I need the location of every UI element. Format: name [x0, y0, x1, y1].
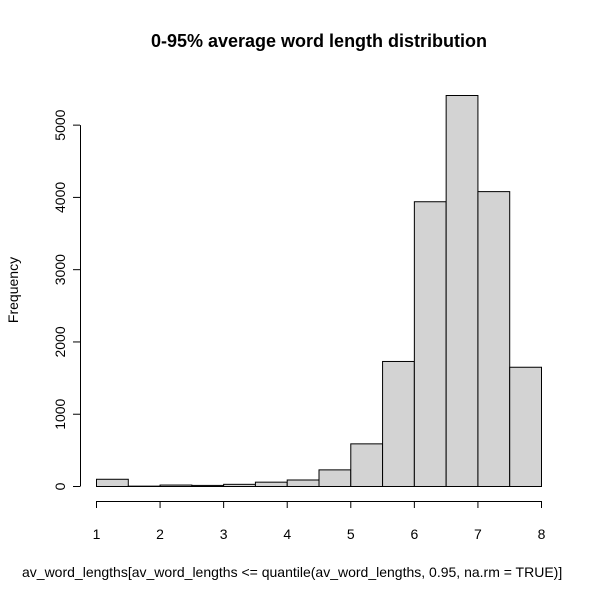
histogram-bar	[350, 443, 384, 487]
x-tick-label: 8	[538, 526, 546, 542]
y-axis-label: Frequency	[5, 257, 21, 323]
y-tick-label: 3000	[52, 254, 68, 285]
histogram-bar	[286, 479, 320, 488]
x-tick-label: 3	[220, 526, 228, 542]
x-tick-label: 6	[410, 526, 418, 542]
x-tick-label: 2	[156, 526, 164, 542]
bars-layer	[96, 95, 543, 488]
histogram-bar	[159, 484, 193, 488]
histogram-bar	[318, 469, 352, 487]
x-tick-label: 1	[93, 526, 101, 542]
y-tick-label: 2000	[52, 326, 68, 357]
x-axis: 1 2 3 4 5 6 7 8	[93, 501, 546, 542]
y-tick-label: 0	[52, 482, 68, 490]
histogram-bar	[223, 483, 256, 487]
y-tick-label: 1000	[52, 398, 68, 429]
histogram-bar	[96, 478, 129, 488]
histogram-bar	[413, 201, 447, 487]
histogram-bar	[477, 191, 511, 487]
y-axis: 0 1000 2000 3000 4000 5000	[52, 109, 81, 490]
histogram-bar	[382, 360, 415, 488]
histogram-bar	[254, 481, 288, 487]
histogram-bar	[509, 366, 543, 488]
x-tick-label: 7	[474, 526, 482, 542]
x-axis-label: av_word_lengths[av_word_lengths <= quant…	[22, 564, 562, 580]
histogram-bar	[191, 484, 225, 487]
y-tick-label: 4000	[52, 182, 68, 213]
histogram-bar	[445, 95, 479, 487]
x-tick-label: 4	[283, 526, 291, 542]
chart-title: 0-95% average word length distribution	[151, 31, 487, 51]
x-tick-label: 5	[347, 526, 355, 542]
y-tick-label: 5000	[52, 109, 68, 140]
